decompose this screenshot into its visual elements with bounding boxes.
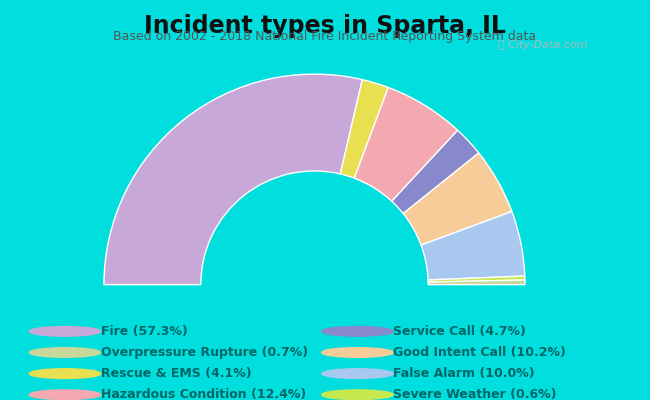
Wedge shape [428,280,525,285]
Text: Severe Weather (0.6%): Severe Weather (0.6%) [393,388,557,400]
Text: Good Intent Call (10.2%): Good Intent Call (10.2%) [393,346,566,359]
Circle shape [322,390,393,400]
Circle shape [29,390,101,400]
Circle shape [29,369,101,378]
Circle shape [29,326,101,336]
Text: ⓘ City-Data.com: ⓘ City-Data.com [498,40,588,50]
Wedge shape [428,276,525,282]
Wedge shape [104,74,362,285]
Circle shape [29,348,101,357]
Text: Based on 2002 - 2018 National Fire Incident Reporting System data: Based on 2002 - 2018 National Fire Incid… [114,30,536,43]
Text: False Alarm (10.0%): False Alarm (10.0%) [393,367,535,380]
Wedge shape [392,130,479,214]
Circle shape [322,348,393,357]
Wedge shape [354,88,458,201]
Text: Incident types in Sparta, IL: Incident types in Sparta, IL [144,14,506,38]
Wedge shape [341,80,388,178]
Circle shape [322,369,393,378]
Text: Service Call (4.7%): Service Call (4.7%) [393,325,526,338]
Text: Fire (57.3%): Fire (57.3%) [101,325,187,338]
Text: Rescue & EMS (4.1%): Rescue & EMS (4.1%) [101,367,252,380]
Wedge shape [403,153,512,245]
Wedge shape [421,212,525,280]
Text: Overpressure Rupture (0.7%): Overpressure Rupture (0.7%) [101,346,308,359]
Text: Hazardous Condition (12.4%): Hazardous Condition (12.4%) [101,388,306,400]
Circle shape [322,326,393,336]
